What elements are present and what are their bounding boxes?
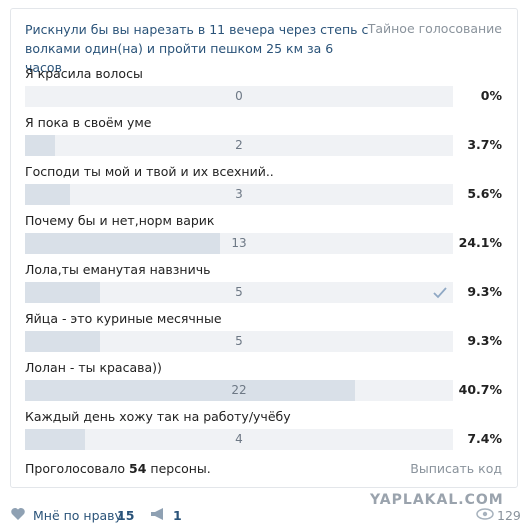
option-fill xyxy=(25,429,85,450)
percent: 3.7% xyxy=(467,137,502,152)
vote-count: 2 xyxy=(235,138,243,152)
vote-count: 4 xyxy=(235,432,243,446)
percent: 24.1% xyxy=(458,235,502,250)
option-fill xyxy=(25,331,101,352)
privacy: Тайное голосование xyxy=(367,21,502,36)
chosen-check xyxy=(433,287,447,299)
option-fill xyxy=(25,184,71,205)
option-bar[interactable]: 2 xyxy=(25,135,453,156)
watermark: YAPLAKAL.COM xyxy=(370,492,504,508)
eye-icon xyxy=(476,508,494,520)
percent: 9.3% xyxy=(467,284,502,299)
percent: 0% xyxy=(480,88,502,103)
heart-icon[interactable] xyxy=(10,507,26,521)
option-fill xyxy=(25,135,55,156)
voted: Проголосовало 54 персоны. xyxy=(25,461,211,476)
option-bar[interactable]: 22 xyxy=(25,380,453,401)
share-icon[interactable] xyxy=(150,507,166,521)
option-bar[interactable]: 3 xyxy=(25,184,453,205)
option-bar[interactable]: 0 xyxy=(25,86,453,107)
vote-count: 0 xyxy=(235,89,243,103)
option-fill xyxy=(25,282,101,303)
option-fill xyxy=(25,380,355,401)
voted-prefix: Проголосовало xyxy=(25,461,126,476)
views: 129 xyxy=(497,508,521,523)
option-label: Я пока в своём уме xyxy=(25,115,152,130)
option-bar[interactable]: 13 xyxy=(25,233,453,254)
vote-count: 13 xyxy=(231,236,247,250)
percent: 7.4% xyxy=(467,431,502,446)
percent: 40.7% xyxy=(458,382,502,397)
vote-count: 22 xyxy=(231,383,247,397)
option-label: Лолан - ты красава)) xyxy=(25,360,162,375)
like-text[interactable]: Мнё по нраву xyxy=(33,508,122,523)
vote-count: 3 xyxy=(235,187,243,201)
poll-title: Рискнули бы вы нарезать в 11 вечера чере… xyxy=(25,22,369,75)
percent: 5.6% xyxy=(467,186,502,201)
voted-count: 54 xyxy=(129,461,147,476)
percent: 9.3% xyxy=(467,333,502,348)
option-label: Яйца - это куриные месячные xyxy=(25,311,222,326)
reposts: 1 xyxy=(173,508,182,523)
option-bar[interactable]: 5 xyxy=(25,282,453,303)
option-label: Почему бы и нет,норм варик xyxy=(25,213,215,228)
option-label: Господи ты мой и твой и их всехний.. xyxy=(25,164,274,179)
option-label: Я красила волосы xyxy=(25,66,143,81)
option-label: Лола,ты еманутая навзничь xyxy=(25,262,211,277)
option-bar[interactable]: 4 xyxy=(25,429,453,450)
likes: 15 xyxy=(117,508,135,523)
vote-count: 5 xyxy=(235,285,243,299)
poll-box xyxy=(10,8,518,488)
option-bar[interactable]: 5 xyxy=(25,331,453,352)
vote-count: 5 xyxy=(235,334,243,348)
option-label: Каждый день хожу так на работу/учёбу xyxy=(25,409,291,424)
option-fill xyxy=(25,233,221,254)
embed-link[interactable]: Выписать код xyxy=(410,461,502,476)
voted-suffix: персоны. xyxy=(150,461,211,476)
